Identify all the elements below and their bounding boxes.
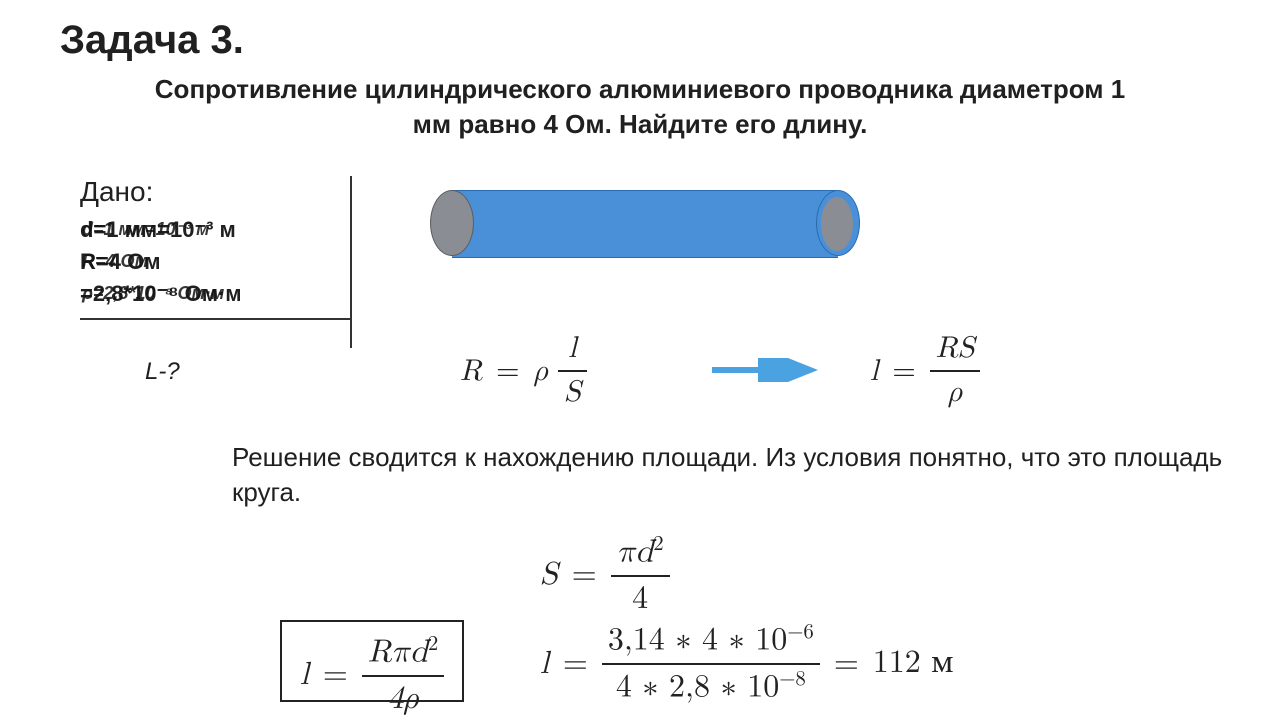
num-l: l: [562, 330, 582, 368]
given-R-overprint: R=4 Ом: [82, 248, 148, 274]
sym-eq-3: =: [572, 556, 597, 594]
bar-5: [602, 663, 820, 665]
task-title: Задача 3.: [60, 18, 244, 63]
problem-line-2: мм равно 4 Ом. Найдите его длину.: [413, 109, 868, 139]
num-RS: RS: [930, 330, 981, 368]
sym-eq-6: =: [834, 645, 859, 683]
sym-l: l: [870, 353, 878, 389]
den-calc: 4 ∗ 2,8 ∗ 10−8: [610, 667, 812, 708]
den-rho: ρ: [942, 374, 969, 412]
cylinder-right-cap: [816, 190, 860, 256]
num-calc: 3,14 ∗ 4 ∗ 10−6: [602, 620, 820, 661]
formula-length: l = RS ρ: [870, 330, 980, 411]
bar-1: [558, 370, 587, 372]
formula-numeric: l = 3,14 ∗ 4 ∗ 10−6 4 ∗ 2,8 ∗ 10−8 = 112…: [540, 620, 954, 707]
sym-S: S: [540, 556, 558, 594]
frac-pid2-over-4: πd2 4: [611, 532, 670, 619]
cylinder-right-cap-inner: [821, 197, 853, 251]
frac-boxed: Rπd2 4ρ: [362, 632, 445, 719]
cylinder-left-cap: [430, 190, 474, 256]
given-rho-overprint: ρ=2,8*10⁻⁸ Ом·м: [82, 280, 224, 306]
sym-eq-5: =: [563, 645, 588, 683]
problem-line-1: Сопротивление цилиндрического алюминиево…: [155, 74, 1125, 104]
arrow-icon: [710, 358, 820, 382]
cylinder-body: [452, 190, 838, 258]
den-4: 4: [626, 579, 654, 619]
problem-statement: Сопротивление цилиндрического алюминиево…: [50, 72, 1230, 142]
formula-boxed: l = Rπd2 4ρ: [300, 632, 444, 719]
sym-R: R: [460, 353, 482, 389]
cylinder-diagram: [430, 190, 860, 256]
sym-rho: ρ: [533, 353, 548, 389]
bar-2: [930, 370, 981, 372]
formula-resistance: R = ρ l S: [460, 330, 587, 411]
given-separator: [80, 318, 350, 320]
frac-l-over-S: l S: [558, 330, 587, 411]
unknown-label: L-?: [145, 358, 180, 386]
given-label: Дано:: [80, 176, 340, 208]
given-block: Дано: d=1 мм=10⁻³ м d=1 мм=10⁻³ м R=4 Ом…: [80, 176, 340, 320]
num-pid2: πd2: [611, 532, 670, 573]
bar-4: [362, 675, 445, 677]
explanation-text: Решение сводится к нахождению площади. И…: [232, 440, 1272, 510]
den-boxed: 4ρ: [381, 679, 425, 719]
sym-eq-4: =: [323, 656, 348, 694]
given-R: R=4 Ом R=4 Ом: [80, 246, 340, 278]
given-rho: =2,8*10⁻⁸ Ом·м ρ=2,8*10⁻⁸ Ом·м: [80, 278, 340, 310]
slide: Задача 3. Сопротивление цилиндрического …: [0, 0, 1280, 720]
num-boxed: Rπd2: [362, 632, 445, 673]
sym-eq-1: =: [496, 353, 519, 389]
sym-l-2: l: [300, 656, 309, 694]
frac-numeric: 3,14 ∗ 4 ∗ 10−6 4 ∗ 2,8 ∗ 10−8: [602, 620, 820, 707]
formula-area: S = πd2 4: [540, 532, 670, 619]
given-d: d=1 мм=10⁻³ м d=1 мм=10⁻³ м: [80, 214, 340, 246]
given-vertical-rule: [350, 176, 352, 348]
given-d-overprint: d=1 мм=10⁻³ м: [82, 216, 210, 242]
answer-value: 112 м: [873, 644, 954, 684]
bar-3: [611, 575, 670, 577]
frac-RS-over-rho: RS ρ: [930, 330, 981, 411]
den-S: S: [558, 374, 587, 412]
sym-eq-2: =: [892, 353, 915, 389]
sym-l-3: l: [540, 645, 549, 683]
